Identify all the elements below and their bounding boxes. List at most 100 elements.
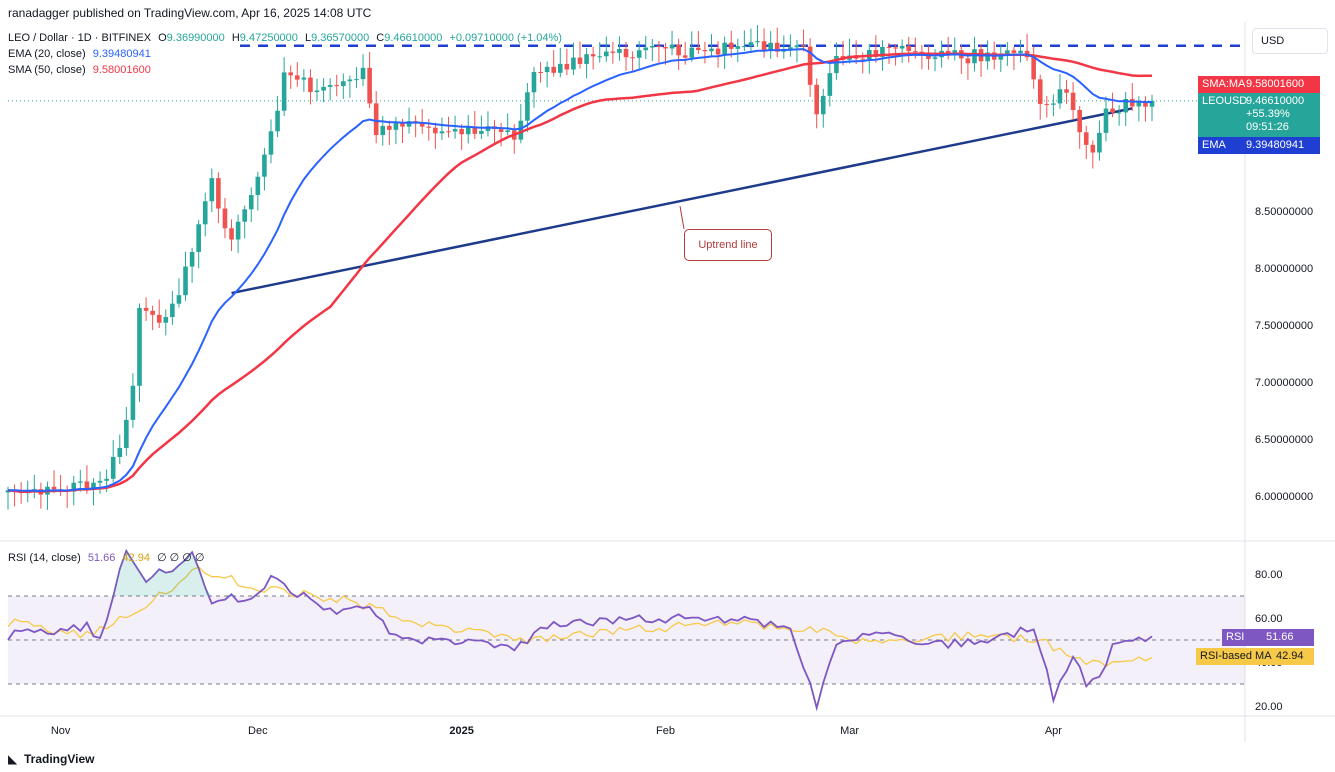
candle: [216, 178, 221, 209]
rsi-legend-value: 51.66: [87, 552, 116, 564]
candle: [176, 295, 182, 304]
candle: [742, 46, 747, 48]
candle: [722, 42, 727, 55]
candle: [590, 54, 596, 57]
candle: [1103, 108, 1109, 133]
candle: [183, 266, 188, 296]
ema-legend-value: 9.39480941: [92, 48, 151, 60]
candle: [78, 481, 83, 483]
candle: [156, 314, 162, 323]
candle: [262, 154, 267, 177]
rsi-legend[interactable]: RSI (14, close) 51.66 42.94 ∅ ∅ ∅ ∅: [8, 551, 205, 564]
candle: [827, 73, 833, 96]
ema-tag-value: 9.39480941: [1246, 139, 1305, 151]
candle: [531, 71, 537, 93]
leo-price-tag: LEOUSD9.46610000 +55.39% 09:51:26: [1198, 93, 1320, 137]
candle: [1018, 50, 1023, 53]
candle: [643, 47, 649, 51]
candle: [650, 45, 655, 48]
price-tick-label: 8.50000000: [1255, 206, 1313, 218]
candle: [1097, 132, 1102, 153]
candle: [656, 45, 662, 48]
time-tick-label: Feb: [656, 725, 675, 737]
candle: [419, 122, 425, 127]
ohlc-low-label: L: [304, 32, 312, 44]
leo-tag-change: +55.39%: [1246, 108, 1290, 120]
candle: [597, 56, 603, 58]
candle: [465, 126, 471, 135]
candle: [321, 86, 326, 91]
candle: [603, 51, 609, 57]
sma-legend[interactable]: SMA (50, close) 9.58001600: [8, 64, 151, 76]
candle: [400, 123, 405, 127]
candle: [446, 131, 451, 133]
candle: [584, 54, 589, 64]
candle: [248, 195, 254, 210]
candle: [636, 50, 642, 58]
candle: [202, 201, 208, 225]
candle: [150, 310, 155, 315]
ohlc-open: 9.36990000: [166, 32, 225, 44]
candle: [768, 42, 773, 50]
rsi-ma-legend-value: 42.94: [122, 552, 150, 564]
rsi-tick-label: 80.00: [1255, 569, 1283, 581]
candles-group: [5, 25, 1155, 510]
ema-20-line: [7, 48, 1153, 493]
candle: [117, 447, 123, 457]
uptrend-callout[interactable]: Uptrend line: [684, 229, 772, 261]
candle: [498, 129, 504, 133]
candle: [242, 209, 247, 222]
tradingview-logo[interactable]: ◣ TradingView: [8, 752, 94, 766]
ema-legend[interactable]: EMA (20, close) 9.39480941: [8, 48, 151, 60]
rsi-tag-label: RSI: [1226, 631, 1245, 643]
tradingview-brand: TradingView: [24, 752, 95, 766]
candle: [886, 46, 892, 48]
sma-50-line: [7, 52, 1153, 494]
candle: [1051, 103, 1056, 105]
candle: [189, 251, 195, 267]
candle: [1070, 92, 1076, 111]
sma-legend-value: 9.58001600: [92, 64, 151, 76]
candle: [860, 58, 866, 60]
candle: [801, 45, 806, 47]
candle: [689, 47, 695, 58]
candle: [682, 55, 688, 58]
candle: [1110, 108, 1115, 113]
candle: [439, 131, 445, 134]
candle: [452, 129, 458, 132]
candle: [893, 47, 898, 49]
candle: [774, 42, 780, 52]
candle: [275, 110, 280, 132]
candle: [97, 480, 103, 483]
candle: [433, 127, 438, 134]
ohlc-high: 9.47250000: [239, 32, 298, 44]
candle: [1005, 50, 1010, 54]
candle: [71, 482, 77, 492]
candle: [1136, 101, 1142, 107]
candle: [564, 63, 570, 70]
candle: [788, 47, 793, 49]
candle: [913, 51, 918, 53]
candle: [308, 77, 313, 93]
candle: [143, 307, 149, 311]
candle: [696, 47, 701, 50]
candle: [196, 224, 201, 252]
candle: [1031, 57, 1036, 80]
candle: [1083, 132, 1089, 145]
currency-selector[interactable]: USD: [1252, 28, 1328, 54]
rsi-ma-tag: RSI-based MA 42.94: [1196, 648, 1314, 665]
candle: [544, 66, 550, 73]
leo-tag-value: 9.46610000: [1246, 95, 1305, 107]
candle: [1077, 110, 1082, 133]
candle: [926, 55, 931, 59]
candle: [334, 85, 340, 87]
candle: [479, 130, 484, 134]
candle: [669, 44, 675, 49]
symbol-name: LEO / Dollar · 1D · BITFINEX: [8, 32, 152, 44]
candle: [748, 42, 754, 47]
candle: [341, 81, 346, 87]
candle: [630, 57, 635, 59]
candle: [715, 48, 721, 55]
candle: [406, 121, 412, 127]
